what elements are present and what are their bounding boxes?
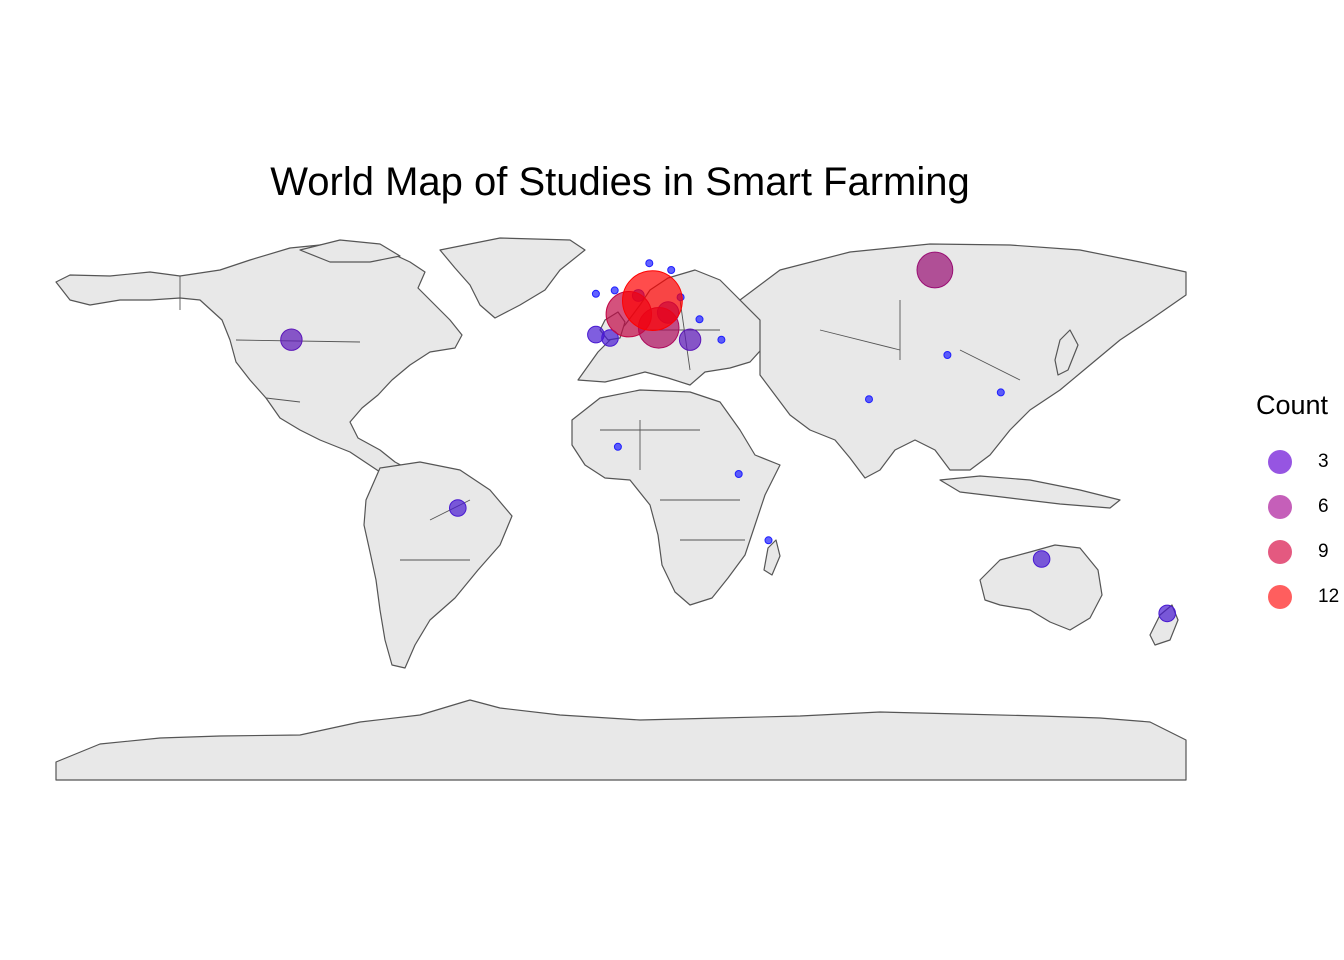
- study-point-australia: [1032, 550, 1051, 568]
- legend-key-circle: [1268, 584, 1292, 609]
- legend-title: Count: [1256, 390, 1329, 420]
- legend-label: 3: [1318, 450, 1329, 472]
- landmass-antarctica: [55, 699, 1187, 781]
- legend-key-circle: [1268, 449, 1292, 474]
- landmass-north-america: [55, 243, 463, 479]
- landmass-asia: [739, 243, 1187, 479]
- legend-item: 12: [1256, 574, 1344, 619]
- study-point-russia: [916, 251, 954, 289]
- landmass-japan: [1054, 329, 1079, 376]
- legend-key-circle: [1268, 494, 1292, 519]
- study-point-uk: [610, 286, 619, 295]
- study-point-ghana: [613, 442, 622, 451]
- landmasses: [55, 237, 1187, 781]
- study-point-germany: [622, 270, 683, 332]
- legend-item: 6: [1256, 484, 1344, 529]
- study-point-usa: [280, 328, 303, 351]
- study-point-kenya: [734, 470, 743, 478]
- study-point-sweden: [667, 266, 676, 274]
- landmass-arctic-islands: [299, 239, 401, 263]
- legend-label: 6: [1318, 495, 1329, 517]
- study-point-india: [865, 395, 873, 404]
- country-borders: [179, 276, 1021, 561]
- landmass-madagascar: [763, 539, 781, 576]
- legend-key-circle: [1268, 539, 1292, 564]
- study-point-norway: [645, 259, 654, 268]
- map-title: World Map of Studies in Smart Farming: [270, 160, 970, 204]
- study-point-taiwan: [996, 388, 1005, 397]
- legend-item: 3: [1256, 439, 1344, 484]
- study-point-turkey: [717, 335, 726, 344]
- study-point-ireland: [591, 289, 600, 298]
- landmass-africa: [571, 389, 781, 606]
- legend: Count 3 6 9 12: [1256, 390, 1344, 619]
- study-point-madagascar: [764, 536, 773, 545]
- legend-label: 12: [1318, 585, 1340, 607]
- landmass-greenland: [439, 237, 586, 319]
- landmass-australia: [979, 544, 1103, 631]
- study-point-portugal: [587, 325, 605, 344]
- legend-item: 9: [1256, 529, 1344, 574]
- study-points: [280, 251, 1176, 623]
- landmass-indonesia: [939, 475, 1121, 509]
- study-point-romania: [695, 315, 704, 324]
- study-point-greece: [678, 328, 702, 351]
- study-point-new-zealand: [1158, 604, 1176, 623]
- study-point-china: [943, 351, 952, 359]
- study-point-brazil: [449, 499, 467, 517]
- legend-label: 9: [1318, 540, 1329, 562]
- landmass-south-america: [363, 461, 513, 669]
